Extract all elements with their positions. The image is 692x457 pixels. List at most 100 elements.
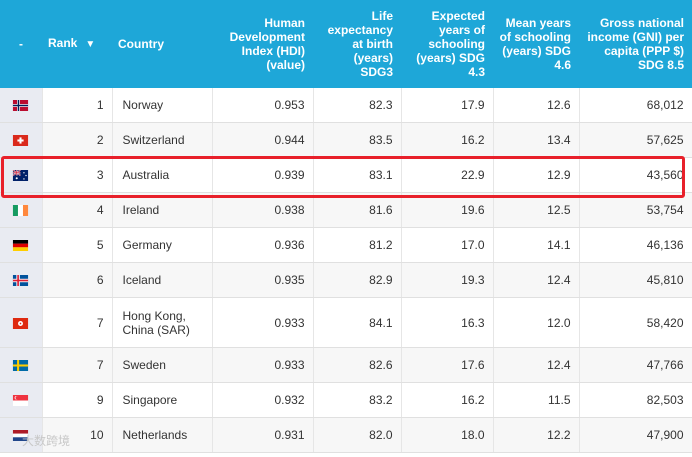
gni-cell: 57,625 bbox=[579, 122, 692, 158]
life-expectancy-cell: 83.2 bbox=[313, 382, 402, 418]
table-row: 7 Sweden 0.933 82.6 17.6 12.4 47,766 bbox=[0, 347, 692, 383]
rank-cell: 7 bbox=[42, 347, 113, 383]
country-column-header[interactable]: Country bbox=[112, 0, 212, 88]
hdi-cell: 0.931 bbox=[212, 417, 314, 453]
hdi-cell: 0.935 bbox=[212, 262, 314, 298]
gni-cell: 47,900 bbox=[579, 417, 692, 453]
life-expectancy-cell: 81.2 bbox=[313, 227, 402, 263]
country-cell[interactable]: Germany bbox=[112, 227, 213, 263]
gni-cell: 68,012 bbox=[579, 88, 692, 123]
gni-cell: 53,754 bbox=[579, 192, 692, 228]
life-expectancy-cell: 84.1 bbox=[313, 297, 402, 348]
mean-schooling-cell: 11.5 bbox=[493, 382, 580, 418]
australia-flag-icon bbox=[12, 170, 29, 182]
rank-header-label: Rank bbox=[48, 36, 78, 50]
expected-schooling-cell: 17.6 bbox=[401, 347, 494, 383]
table-row: 1 Norway 0.953 82.3 17.9 12.6 68,012 bbox=[0, 88, 692, 123]
expected-schooling-cell: 17.0 bbox=[401, 227, 494, 263]
gni-cell: 58,420 bbox=[579, 297, 692, 348]
rank-cell: 1 bbox=[42, 88, 113, 123]
netherlands-flag-icon bbox=[13, 430, 29, 442]
expected-schooling-column-header[interactable]: Expected years of schooling (years) SDG … bbox=[401, 0, 493, 88]
hdi-cell: 0.939 bbox=[212, 157, 314, 193]
country-cell[interactable]: Singapore bbox=[112, 382, 213, 418]
hdi-cell: 0.944 bbox=[212, 122, 314, 158]
norway-flag-icon bbox=[13, 100, 29, 112]
life-expectancy-cell: 81.6 bbox=[313, 192, 402, 228]
expected-schooling-cell: 22.9 bbox=[401, 157, 494, 193]
life-expectancy-cell: 83.1 bbox=[313, 157, 402, 193]
rank-cell: 6 bbox=[42, 262, 113, 298]
singapore-flag-icon bbox=[13, 395, 29, 407]
mean-schooling-cell: 14.1 bbox=[493, 227, 580, 263]
expected-schooling-cell: 16.2 bbox=[401, 122, 494, 158]
rank-cell: 4 bbox=[42, 192, 113, 228]
gni-cell: 46,136 bbox=[579, 227, 692, 263]
gni-cell: 45,810 bbox=[579, 262, 692, 298]
watermark-text: 大数跨境 bbox=[22, 434, 71, 448]
country-cell[interactable]: Ireland bbox=[112, 192, 213, 228]
life-expectancy-cell: 82.3 bbox=[313, 88, 402, 123]
country-cell[interactable]: Switzerland bbox=[112, 122, 213, 158]
mean-schooling-cell: 12.5 bbox=[493, 192, 580, 228]
hdi-column-header[interactable]: Human Development Index (HDI) (value) bbox=[212, 0, 313, 88]
sort-down-icon[interactable]: ▼ bbox=[85, 39, 96, 50]
table-row: 2 Switzerland 0.944 83.5 16.2 13.4 57,62… bbox=[0, 122, 692, 158]
table-row: 5 Germany 0.936 81.2 17.0 14.1 46,136 bbox=[0, 227, 692, 263]
expected-schooling-cell: 16.3 bbox=[401, 297, 494, 348]
life-expectancy-cell: 82.0 bbox=[313, 417, 402, 453]
switzerland-flag-icon bbox=[13, 135, 29, 147]
table-header-row: - Rank ▼ Country Human Development Index … bbox=[0, 0, 692, 88]
mean-schooling-cell: 12.4 bbox=[493, 347, 580, 383]
life-expectancy-cell: 83.5 bbox=[313, 122, 402, 158]
mean-schooling-cell: 12.0 bbox=[493, 297, 580, 348]
flag-column-header: - bbox=[0, 0, 42, 88]
hong-kong-flag-icon bbox=[13, 317, 29, 329]
hdi-cell: 0.936 bbox=[212, 227, 314, 263]
mean-schooling-column-header[interactable]: Mean years of schooling (years) SDG 4.6 bbox=[493, 0, 579, 88]
country-cell[interactable]: Iceland bbox=[112, 262, 213, 298]
rank-cell: 5 bbox=[42, 227, 113, 263]
table-row: 9 Singapore 0.932 83.2 16.2 11.5 82,503 bbox=[0, 382, 692, 418]
rank-cell: 9 bbox=[42, 382, 113, 418]
iceland-flag-icon bbox=[13, 275, 29, 287]
mean-schooling-cell: 12.6 bbox=[493, 88, 580, 123]
country-cell[interactable]: Australia bbox=[112, 157, 213, 193]
country-cell[interactable]: Sweden bbox=[112, 347, 213, 383]
country-cell[interactable]: Netherlands bbox=[112, 417, 213, 453]
sweden-flag-icon bbox=[13, 360, 29, 372]
gni-cell: 43,560 bbox=[579, 157, 692, 193]
rank-cell: 7 bbox=[42, 297, 113, 348]
expected-schooling-cell: 19.3 bbox=[401, 262, 494, 298]
rank-cell: 3 bbox=[42, 157, 113, 193]
ireland-flag-icon bbox=[13, 205, 29, 217]
table-row: 3 Australia 0.939 83.1 22.9 12.9 43,560 bbox=[0, 157, 692, 193]
gni-column-header[interactable]: Gross national income (GNI) per capita (… bbox=[579, 0, 692, 88]
gni-cell: 82,503 bbox=[579, 382, 692, 418]
mean-schooling-cell: 13.4 bbox=[493, 122, 580, 158]
expected-schooling-cell: 19.6 bbox=[401, 192, 494, 228]
mean-schooling-cell: 12.2 bbox=[493, 417, 580, 453]
rank-cell: 10 bbox=[42, 417, 113, 453]
germany-flag-icon bbox=[13, 240, 29, 252]
life-expectancy-column-header[interactable]: Life expectancy at birth (years) SDG3 bbox=[313, 0, 401, 88]
hdi-cell: 0.932 bbox=[212, 382, 314, 418]
hdi-cell: 0.933 bbox=[212, 347, 314, 383]
life-expectancy-cell: 82.9 bbox=[313, 262, 402, 298]
table-row: 6 Iceland 0.935 82.9 19.3 12.4 45,810 bbox=[0, 262, 692, 298]
table-row: 4 Ireland 0.938 81.6 19.6 12.5 53,754 bbox=[0, 192, 692, 228]
rank-cell: 2 bbox=[42, 122, 113, 158]
mean-schooling-cell: 12.4 bbox=[493, 262, 580, 298]
country-cell[interactable]: Norway bbox=[112, 88, 213, 123]
mean-schooling-cell: 12.9 bbox=[493, 157, 580, 193]
rank-column-header[interactable]: Rank ▼ bbox=[42, 0, 112, 88]
gni-cell: 47,766 bbox=[579, 347, 692, 383]
country-cell[interactable]: Hong Kong, China (SAR) bbox=[112, 297, 213, 348]
expected-schooling-cell: 18.0 bbox=[401, 417, 494, 453]
hdi-cell: 0.953 bbox=[212, 88, 314, 123]
life-expectancy-cell: 82.6 bbox=[313, 347, 402, 383]
expected-schooling-cell: 16.2 bbox=[401, 382, 494, 418]
hdi-cell: 0.938 bbox=[212, 192, 314, 228]
hdi-cell: 0.933 bbox=[212, 297, 314, 348]
